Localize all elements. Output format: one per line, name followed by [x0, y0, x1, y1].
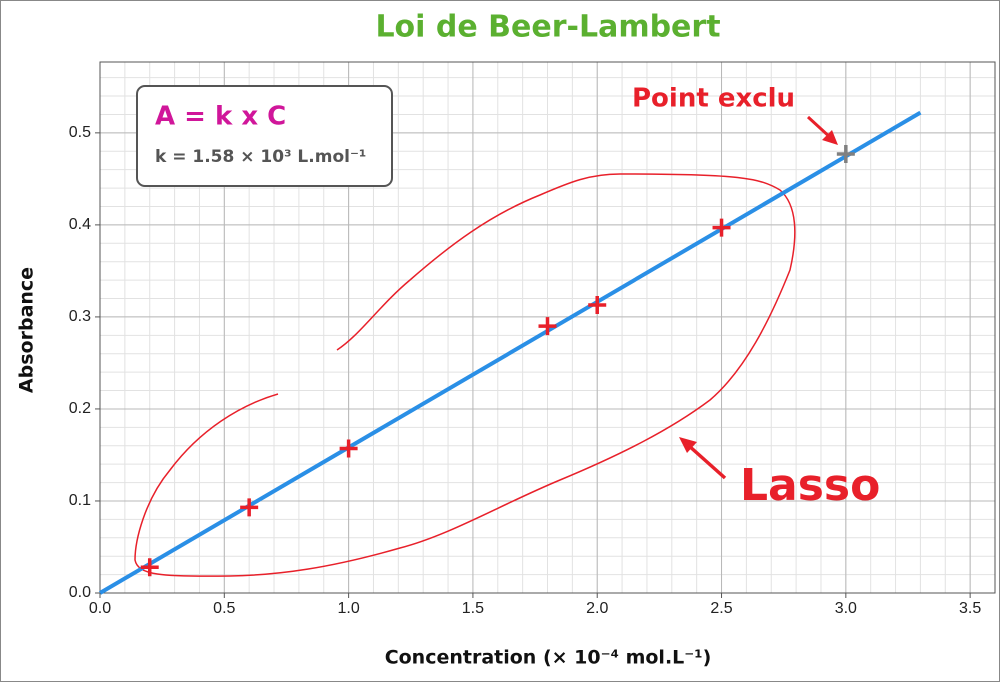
coefficient: k = 1.58 × 10³ L.mol⁻¹: [155, 147, 366, 167]
y-tick-label: 0.1: [69, 492, 91, 509]
y-tick-label: 0.5: [69, 124, 91, 141]
y-tick-label: 0.3: [69, 308, 91, 325]
y-tick-label: 0.0: [69, 584, 91, 601]
data-point: [240, 498, 259, 517]
data-point: [712, 218, 731, 237]
x-tick-label: 2.0: [586, 600, 608, 617]
data-point: [538, 317, 557, 336]
fit-line: [98, 110, 922, 595]
x-tick-label: 1.0: [337, 600, 359, 617]
equation-box: [136, 85, 393, 187]
x-axis-label: Concentration (× 10⁻⁴ mol.L⁻¹): [385, 647, 712, 669]
data-point: [588, 295, 607, 314]
y-axis-label: Absorbance: [16, 267, 38, 393]
x-tick-label: 3.0: [835, 600, 857, 617]
y-tick-label: 0.4: [69, 216, 91, 233]
chart-title: Loi de Beer-Lambert: [375, 10, 720, 45]
annotation: Point exclu: [632, 84, 795, 114]
arrow-head: [679, 437, 697, 453]
x-tick-label: 3.5: [959, 600, 981, 617]
x-tick-label: 0.0: [89, 600, 111, 617]
x-tick-label: 2.5: [710, 600, 732, 617]
arrow-head: [822, 130, 838, 145]
data-point: [140, 558, 159, 577]
equation: A = k x C: [155, 102, 286, 132]
x-tick-label: 0.5: [213, 600, 235, 617]
lasso-path: [134, 173, 796, 577]
plot-frame: [99, 61, 996, 594]
data-point: [339, 439, 358, 458]
excluded-point: [836, 145, 855, 164]
x-tick-label: 1.5: [462, 600, 484, 617]
annotation: Lasso: [740, 460, 880, 511]
y-tick-label: 0.2: [69, 400, 91, 417]
arrow: [686, 443, 727, 480]
